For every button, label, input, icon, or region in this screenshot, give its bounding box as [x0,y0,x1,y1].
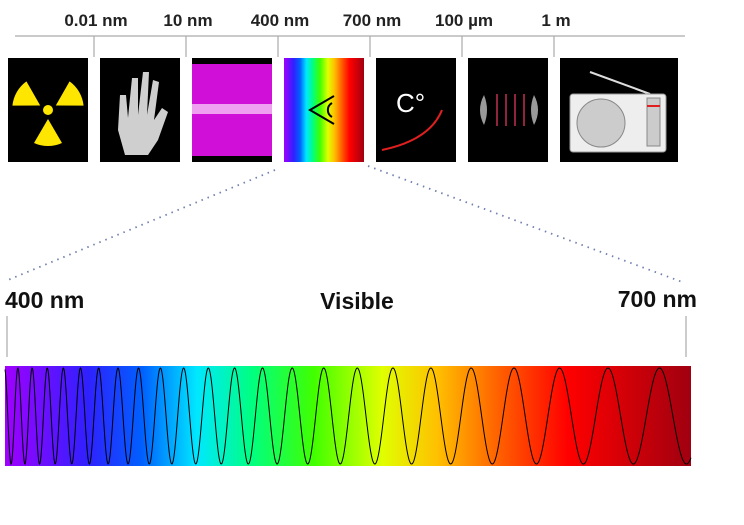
infrared-icon: C° [376,58,456,162]
zoom-line [367,165,686,284]
gamma-icon [8,58,88,162]
visible-title: Visible [320,288,394,314]
visible-icon [284,58,364,162]
xray-icon [100,58,180,162]
visible-start-label: 400 nm [5,287,84,313]
scale-label: 100 µm [435,11,493,30]
visible-end-label: 700 nm [618,286,697,312]
scale-label: 700 nm [343,11,402,30]
radio-icon [560,58,678,162]
scale-label: 0.01 nm [64,11,127,30]
visible-band [5,366,691,466]
zoom-line [7,169,276,281]
thermal-label: C° [396,88,425,118]
scale-label: 10 nm [163,11,212,30]
scale-label: 400 nm [251,11,310,30]
scale-ticks: 0.01 nm 10 nm 400 nm 700 nm 100 µm 1 m [64,11,571,57]
wave [4,366,692,466]
microwave-icon [468,58,548,162]
uv-icon [192,58,272,162]
scale-label: 1 m [541,11,570,30]
